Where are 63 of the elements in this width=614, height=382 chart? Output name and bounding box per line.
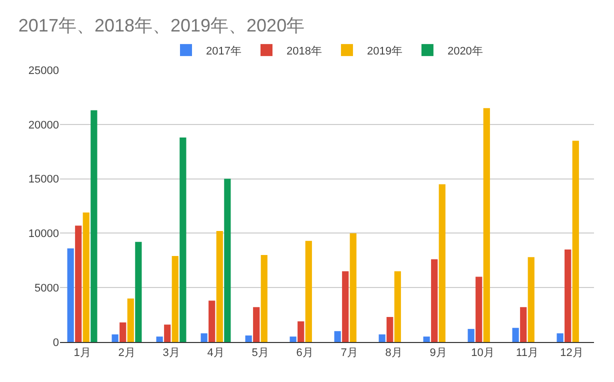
x-tick-label: 1月 <box>74 347 91 360</box>
bar <box>298 321 304 342</box>
x-tick-label: 9月 <box>430 347 447 360</box>
bar <box>334 331 341 342</box>
bar <box>528 257 534 342</box>
bar <box>180 137 186 342</box>
bar <box>386 316 394 342</box>
bar <box>253 307 260 342</box>
bar <box>200 333 208 342</box>
bar <box>476 276 482 342</box>
bar <box>572 140 579 342</box>
bar <box>512 328 519 342</box>
bar <box>112 334 118 342</box>
bar <box>556 333 564 342</box>
bar <box>90 110 98 342</box>
bar <box>260 254 268 342</box>
bar <box>224 178 231 342</box>
y-tick-label: 15000 <box>28 174 59 186</box>
bar <box>520 307 527 342</box>
bar <box>120 322 126 342</box>
y-tick-label: 20000 <box>28 119 59 132</box>
legend-label: 2020年 <box>447 45 483 58</box>
x-tick-label: 12月 <box>560 347 584 360</box>
bar <box>305 240 312 342</box>
bar <box>431 259 438 342</box>
x-tick-label: 8月 <box>385 347 402 360</box>
y-tick-label: 5000 <box>34 282 59 294</box>
x-tick-label: 11月 <box>516 347 538 360</box>
bar <box>468 328 474 342</box>
bar <box>67 248 74 342</box>
x-tick-label: 2月 <box>118 347 136 360</box>
bar <box>342 271 349 342</box>
x-tick-label: 7月 <box>340 347 358 360</box>
bar <box>245 335 252 342</box>
x-tick-label: 10月 <box>471 347 494 360</box>
bar <box>156 336 163 342</box>
bar <box>208 300 216 342</box>
bar <box>172 256 178 342</box>
x-tick-label: 5月 <box>252 347 269 360</box>
bar <box>82 212 90 342</box>
bar <box>483 108 490 342</box>
bar <box>564 250 572 342</box>
bar <box>378 334 386 342</box>
y-tick-label: 10000 <box>28 228 59 240</box>
bar <box>290 336 296 342</box>
bar <box>438 184 446 342</box>
x-tick-label: 4月 <box>207 347 224 360</box>
x-tick-label: 6月 <box>296 347 314 360</box>
chart-title: 2017年、2018年、2019年、2020年 <box>18 16 305 36</box>
bar <box>350 233 356 342</box>
x-tick-label: 3月 <box>162 347 180 360</box>
bar <box>135 242 142 342</box>
bar <box>394 271 401 342</box>
legend-label: 2017年 <box>206 45 242 58</box>
y-tick-label: 0 <box>52 336 59 349</box>
legend-label: 2018年 <box>286 45 322 58</box>
bar <box>75 226 82 342</box>
y-tick-label: 25000 <box>28 64 59 77</box>
bar <box>216 231 223 342</box>
bar <box>423 336 430 342</box>
bar <box>164 324 171 342</box>
bar <box>127 298 134 342</box>
legend-label: 2019年 <box>366 45 402 58</box>
